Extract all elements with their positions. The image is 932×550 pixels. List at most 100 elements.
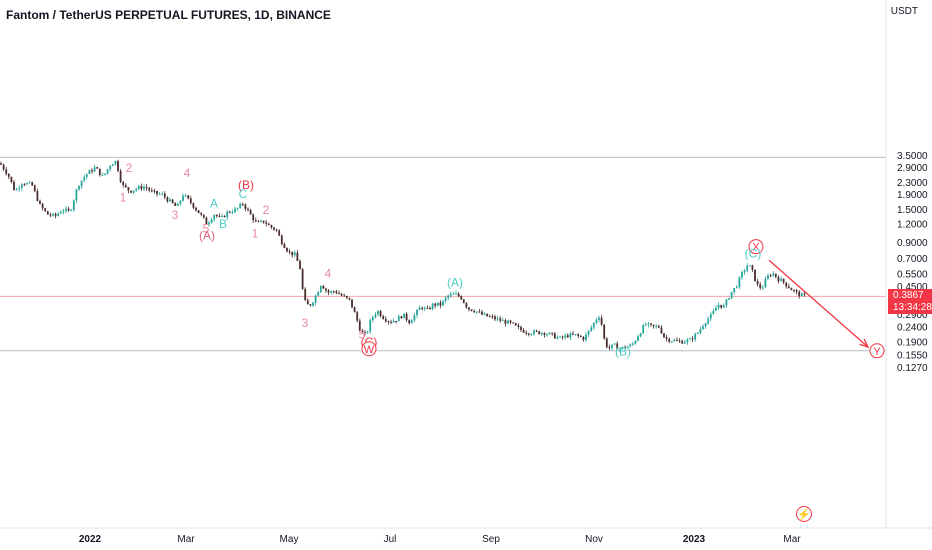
candle-down — [470, 309, 473, 312]
candle-down — [605, 337, 608, 349]
wave-label-circle — [748, 239, 764, 255]
candle-body — [257, 221, 260, 223]
candle-up — [637, 334, 639, 342]
candle-body — [780, 278, 782, 282]
candle-body — [535, 330, 538, 332]
candle-body — [353, 307, 356, 313]
candle-body — [569, 333, 572, 338]
candle-body — [330, 291, 333, 293]
candle-down — [36, 188, 39, 202]
candle-up — [65, 206, 67, 214]
candle-up — [314, 294, 317, 306]
candle-down — [387, 320, 390, 325]
candle-body — [748, 265, 751, 267]
x-tick-label: Sep — [482, 534, 500, 545]
candle-down — [499, 315, 502, 323]
candle-down — [491, 314, 494, 320]
candle-body — [533, 330, 535, 335]
y-tick-label: 0.2900 — [897, 310, 928, 321]
candle-up — [182, 193, 184, 202]
candle-up — [725, 298, 728, 308]
wave-label: 4 — [325, 266, 332, 280]
candle-up — [574, 334, 577, 336]
candle-body — [0, 163, 2, 165]
candle-down — [98, 168, 101, 177]
candle-body — [403, 313, 405, 319]
candle-body — [215, 214, 218, 217]
candle-body — [556, 337, 559, 339]
candle-body — [236, 207, 239, 209]
candle-down — [273, 226, 275, 231]
candle-down — [473, 309, 476, 314]
candle-up — [436, 302, 439, 307]
candle-body — [494, 316, 496, 320]
x-tick-label: 2022 — [79, 534, 102, 545]
candle-up — [741, 270, 743, 280]
candle-body — [543, 332, 546, 335]
chart-title: Fantom / TetherUS PERPETUAL FUTURES, 1D,… — [6, 8, 331, 22]
candle-body — [265, 222, 268, 224]
candle-body — [39, 200, 41, 204]
candle-body — [132, 190, 135, 193]
candle-down — [351, 299, 353, 309]
y-tick-label: 1.5000 — [897, 205, 928, 216]
lightning-icon[interactable]: ⚡ — [796, 506, 812, 522]
candle-body — [728, 298, 730, 300]
x-tick-label: Jul — [384, 534, 397, 545]
candle-body — [735, 286, 738, 289]
candle-body — [322, 285, 325, 289]
candle-down — [525, 330, 528, 336]
candle-body — [590, 327, 593, 331]
candle-body — [803, 293, 806, 295]
candle-body — [145, 186, 148, 189]
candle-body — [80, 180, 83, 187]
candle-body — [241, 203, 244, 205]
y-tick-label: 2.9000 — [897, 163, 928, 174]
candle-down — [31, 181, 34, 186]
candle-up — [416, 309, 418, 318]
candle-body — [218, 216, 221, 218]
candle-body — [143, 186, 145, 190]
candle-body — [475, 311, 478, 313]
candle-body — [301, 269, 304, 289]
candle-up — [57, 212, 60, 217]
wave-label: A — [210, 197, 218, 211]
candle-body — [119, 171, 122, 182]
wave-label: (C) — [745, 246, 762, 260]
candle-body — [418, 307, 421, 311]
candle-body — [109, 165, 112, 170]
candle-body — [267, 223, 270, 226]
candle-down — [249, 208, 252, 215]
candle-down — [119, 168, 122, 184]
candle-up — [317, 291, 320, 297]
candle-body — [270, 225, 273, 228]
candle-body — [91, 170, 93, 172]
candle-up — [644, 322, 647, 326]
candle-body — [286, 248, 288, 252]
candle-down — [49, 212, 52, 218]
candle-down — [67, 206, 70, 212]
candle-up — [26, 182, 28, 185]
candle-down — [262, 220, 265, 224]
candle-body — [314, 295, 317, 303]
candle-up — [444, 296, 447, 304]
candle-down — [291, 251, 294, 258]
candle-up — [556, 335, 559, 340]
y-tick-label: 3.5000 — [897, 151, 928, 162]
candle-up — [169, 197, 171, 202]
candle-down — [676, 337, 678, 341]
candle-down — [785, 282, 788, 289]
candle-up — [746, 263, 749, 273]
candle-down — [205, 216, 208, 225]
candle-body — [566, 335, 569, 338]
candle-body — [639, 333, 642, 337]
candle-up — [109, 165, 112, 172]
candle-body — [577, 334, 580, 336]
candle-down — [174, 202, 177, 207]
candle-body — [46, 211, 49, 215]
candle-down — [361, 328, 364, 333]
candle-up — [569, 331, 572, 341]
candle-body — [686, 339, 689, 343]
candle-down — [7, 173, 10, 180]
